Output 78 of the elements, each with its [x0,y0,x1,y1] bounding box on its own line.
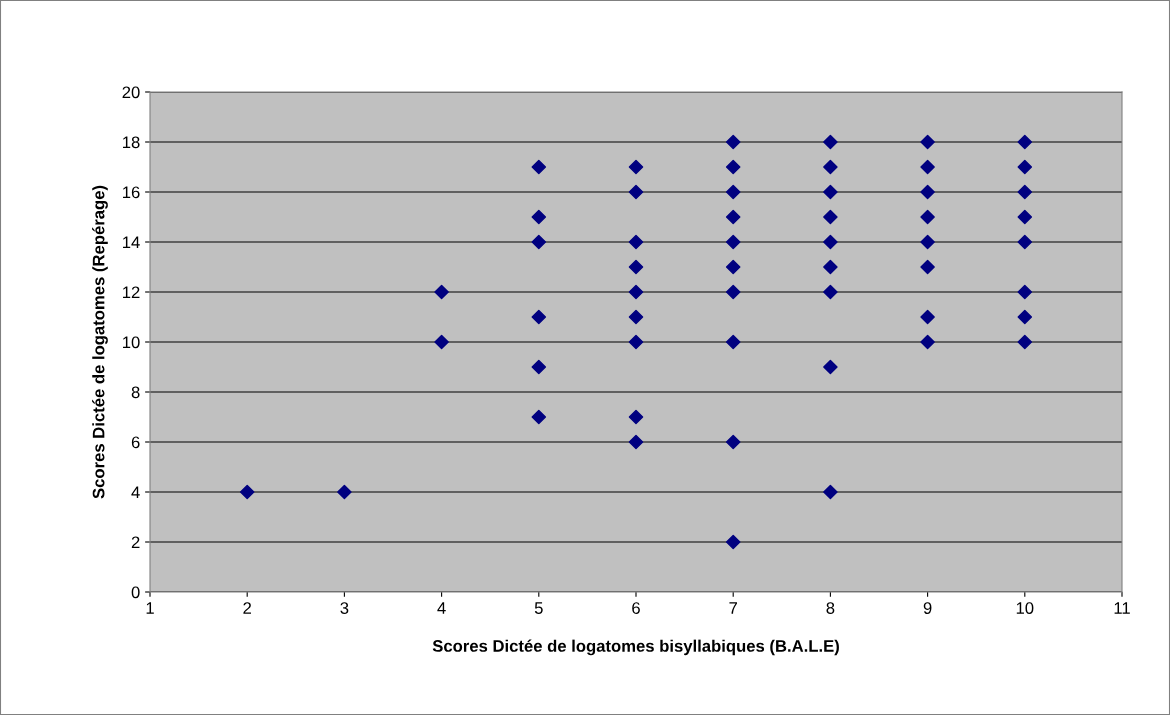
y-tick-label: 18 [123,136,140,149]
x-axis-title: Scores Dictée de logatomes bisyllabiques (B.A.L.E) [432,639,839,656]
point [1017,284,1033,300]
x-tick-label: 6 [632,602,640,614]
point [920,334,935,350]
point [628,309,644,325]
point [823,259,838,275]
point [531,234,547,250]
point [628,159,644,175]
point [434,334,449,350]
point [628,409,644,425]
x-tick-label: 11 [1114,602,1130,614]
y-tick-label: 8 [131,386,140,399]
point [531,309,547,325]
y-tick-label: 12 [123,286,140,299]
point [628,284,644,300]
point [725,134,741,150]
x-tick-label: 10 [1016,602,1034,614]
point [531,209,547,225]
point [628,184,644,200]
point [725,334,741,350]
point [531,359,547,375]
x-tick-label: 8 [826,602,835,614]
point [1017,234,1033,250]
point [531,159,547,175]
point [920,159,935,175]
point [725,434,741,450]
point [920,134,935,150]
point [1017,134,1033,150]
point [725,284,741,300]
point [823,484,838,500]
y-tick-label: 10 [123,336,140,349]
y-tick-label: 2 [131,536,140,549]
y-tick-label: 20 [122,86,140,99]
point [725,159,741,175]
point [725,209,741,225]
x-tick-label: 7 [729,602,737,614]
point [628,334,644,350]
point [1017,209,1033,225]
point [725,234,741,250]
x-tick-label: 9 [923,602,932,614]
point [823,159,838,175]
point [920,209,935,225]
point [823,134,838,150]
point [1017,184,1033,200]
point [628,234,644,250]
y-tick-label: 6 [131,436,140,449]
y-axis-title: Scores Dictée de logatomes (Repérage) [92,185,108,499]
point [531,409,547,425]
x-tick-label: 4 [437,602,446,614]
x-tick-label: 1 [146,602,154,614]
point [920,259,935,275]
x-tick-label: 3 [340,602,349,614]
x-tick-label: 2 [243,602,251,614]
point [823,184,838,200]
point [628,434,644,450]
point [1017,159,1033,175]
point [725,534,741,550]
point [337,484,352,500]
point [1017,334,1033,350]
y-tick-label: 4 [131,486,140,499]
point [434,284,449,300]
point [628,259,644,275]
point [1017,309,1033,325]
point [725,184,741,200]
point [239,484,255,500]
point [823,234,838,250]
point [823,209,838,225]
y-tick-label: 16 [123,186,140,199]
point [725,259,741,275]
point [920,234,935,250]
x-tick-label: 5 [534,602,543,614]
point [920,184,935,200]
y-tick-label: 14 [123,236,140,249]
y-tick-label: 0 [131,586,140,599]
point [920,309,935,325]
point [823,284,838,300]
point [823,359,838,375]
